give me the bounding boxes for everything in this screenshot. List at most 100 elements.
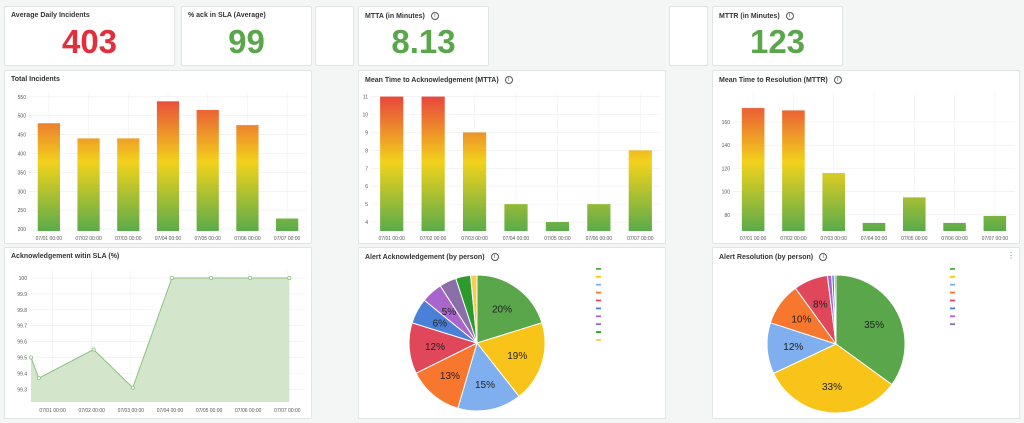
panel-title-wrap: Mean Time to Resolution (MTTR) i (719, 76, 842, 84)
sla-panel: Acknowledgement witin SLA (%) 99.3 99.4 99… (4, 247, 312, 419)
total-incidents-panel: Total Incidents 200 250 300 350 400 450 500 550… (4, 70, 312, 244)
y-tick-label: 5 (365, 202, 368, 208)
info-icon[interactable]: i (490, 253, 499, 261)
pie-label: 33% (822, 382, 842, 393)
data-point (91, 347, 96, 352)
y-tick-label: 6 (365, 184, 368, 190)
panel-title: Mean Time to Acknowledgement (MTTA) (365, 76, 499, 84)
bar (462, 132, 487, 231)
y-tick-label: 11 (363, 95, 368, 101)
y-tick-label: 250 (18, 208, 27, 214)
y-tick-label: 99.9 (17, 292, 27, 298)
mtta-panel: Mean Time to Acknowledgement (MTTA) i 4 5 6… (358, 70, 666, 244)
y-tick-label: 160 (722, 120, 731, 126)
stat-value: 8.13 (391, 23, 456, 60)
info-icon[interactable]: i (504, 76, 513, 84)
bar (156, 101, 180, 231)
x-tick-label: 07/03 00:00 (115, 236, 142, 242)
info-icon[interactable]: i (819, 253, 828, 261)
x-tick-label: 07/05 00:00 (196, 408, 223, 414)
x-tick-label: 07/02 00:00 (78, 408, 105, 414)
y-tick-label: 500 (18, 114, 27, 120)
stat-title: Average Daily Incidents (11, 12, 90, 19)
stat-value: 99 (228, 23, 265, 60)
x-tick-label: 07/04 00:00 (157, 408, 184, 414)
y-tick-label: 300 (18, 189, 27, 195)
pie-label: 35% (864, 320, 884, 331)
mtta-chart: 4 5 6 7 8 9 10 11 07/01 00:00 07/02 00:00 07/03 00… (362, 93, 661, 242)
pie-label: 5% (442, 307, 457, 318)
y-tick-label: 10 (362, 113, 368, 119)
info-icon[interactable]: i (430, 12, 439, 20)
x-tick-label: 07/01 00:00 (379, 236, 406, 242)
stat-value: 403 (61, 23, 118, 60)
bar (983, 215, 1007, 231)
panel-title-wrap: Alert Acknowledgement (by person) i (365, 253, 499, 261)
panel-menu-icon[interactable]: ⋮ (1007, 251, 1015, 260)
ack-pie-panel: Alert Acknowledgement (by person) i 20% 19… (358, 247, 666, 419)
pie-label: 8% (813, 300, 828, 311)
y-tick-label: 99.4 (17, 371, 27, 377)
stat-title: % ack in SLA (Average) (188, 12, 266, 19)
x-tick-label: 07/04 00:00 (503, 236, 530, 242)
legend-swatch (596, 323, 601, 326)
y-tick-label: 99.7 (17, 324, 27, 330)
legend-swatch (596, 283, 601, 286)
pie-slice (833, 274, 837, 345)
bar (628, 150, 652, 231)
bar (196, 110, 219, 231)
bar (903, 197, 926, 231)
pie-slice (476, 322, 546, 398)
bar (545, 222, 570, 231)
legend-swatch (596, 315, 601, 318)
panel-title: Alert Resolution (by person) (719, 253, 814, 261)
pie-slice (772, 343, 893, 414)
x-tick-label: 07/07 00:00 (274, 408, 301, 414)
y-tick-label: 99.3 (17, 387, 27, 393)
bar (741, 108, 765, 231)
legend-swatch (950, 315, 955, 318)
legend-swatch (950, 307, 955, 310)
y-tick-label: 99.8 (17, 308, 27, 314)
stat-title: MTTR (in Minutes) (719, 12, 780, 20)
stat-value: 123 (749, 23, 806, 60)
pie-label: 20% (492, 305, 512, 316)
bar (862, 222, 886, 231)
y-tick-label: 100 (19, 276, 28, 282)
stat-panel-mtta: MTTA (in Minutes) i 8.13 (358, 6, 489, 66)
pie-slice (457, 341, 520, 412)
legend-swatch (596, 299, 601, 302)
y-tick-label: 140 (722, 143, 731, 149)
legend-swatch (950, 275, 955, 278)
y-tick-label: 200 (18, 227, 27, 233)
res-pie-chart: 35% 33% 12% 10%8% (766, 268, 955, 414)
data-point (209, 275, 214, 280)
pie-label: 12% (783, 342, 803, 353)
pie-label: 6% (433, 319, 448, 330)
panel-title: Alert Acknowledgement (by person) (365, 253, 485, 261)
y-tick-label: 550 (18, 95, 27, 101)
x-tick-label: 07/03 00:00 (461, 236, 488, 242)
y-tick-label: 8 (365, 148, 368, 154)
bar (943, 222, 966, 231)
x-tick-label: 07/01 00:00 (36, 236, 63, 242)
x-tick-label: 07/02 00:00 (780, 236, 807, 242)
stat-panel-sla-ack: % ack in SLA (Average) 99 (181, 6, 312, 66)
y-tick-label: 99.5 (17, 355, 27, 361)
y-tick-label: 450 (18, 133, 27, 139)
x-tick-label: 07/05 00:00 (901, 236, 928, 242)
legend-swatch (950, 268, 955, 270)
bar (236, 125, 259, 231)
info-icon[interactable]: i (785, 12, 794, 20)
legend-swatch (596, 268, 601, 270)
data-point (130, 385, 135, 390)
pie-slice (415, 342, 478, 409)
x-tick-label: 07/07 00:00 (982, 236, 1009, 242)
stat-panel-avg-daily: Average Daily Incidents 403 (4, 6, 175, 66)
x-tick-label: 07/04 00:00 (155, 236, 182, 242)
bar (782, 110, 805, 231)
info-icon[interactable]: i (833, 76, 842, 84)
pie-label: 10% (791, 314, 811, 325)
sla-chart: 99.3 99.4 99.5 99.6 99.7 99.8 99.9 100 07/01 00:… (17, 270, 305, 414)
data-point (248, 275, 253, 280)
